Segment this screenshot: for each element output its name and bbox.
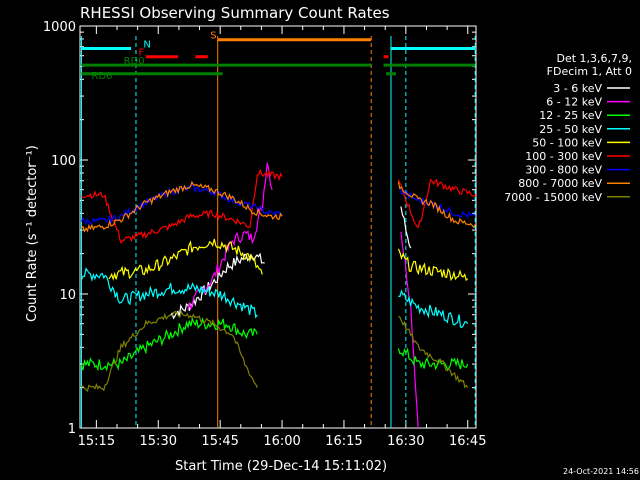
x-tick-label: 16:30 [387,434,424,449]
legend-entry-label: 12 - 25 keV [539,109,602,122]
series-line-6 [80,184,283,226]
series-line-0 [400,206,412,249]
x-axis-label: Start Time (29-Dec-14 15:11:02) [175,459,387,474]
x-tick-label: 16:00 [263,434,300,449]
series-line-8 [398,315,469,389]
series-line-3 [398,289,469,329]
series-line-4 [108,238,263,281]
series-line-7 [397,181,476,229]
flag-label-n: N [143,39,150,50]
x-tick-label: 15:30 [140,434,177,449]
flag-label-rd6: RD6 [91,71,112,82]
series-line-2 [80,316,258,372]
series-line-3 [80,267,258,319]
series-line-5 [397,178,476,229]
footer-timestamp: 24-Oct-2021 14:56 [563,467,639,476]
x-tick-label: 16:15 [325,434,362,449]
legend-entry-label: 6 - 12 keV [546,96,602,109]
legend-entry-label: 300 - 800 keV [525,164,602,177]
series-line-4 [397,248,469,282]
y-tick-label: 10 [59,288,76,303]
series-line-7 [81,180,283,233]
plot-area: 1 10 100 1000 15:15 15:30 15:45 16:00 16:15 16:30… [43,20,487,449]
legend-entry-label: 7000 - 15000 keV [504,191,602,204]
y-tick-label: 100 [51,154,76,169]
legend-header-line: FDecim 1, Att 0 [547,65,632,78]
chart-title: RHESSI Observing Summary Count Rates [80,4,390,22]
series-line-2 [397,347,469,371]
series-line-0 [170,252,265,320]
flag-label-s: S [210,31,216,42]
legend-header-line: Det 1,3,6,7,9, [556,52,632,65]
series-line-8 [81,309,258,393]
y-axis-label: Count Rate (s⁻¹ detector⁻¹) [25,145,40,322]
legend: Det 1,3,6,7,9,FDecim 1, Att 0 3 - 6 keV6 … [504,52,632,204]
legend-entry-label: 100 - 300 keV [525,150,602,163]
plot-frame [79,25,477,429]
legend-entry-label: 50 - 100 keV [532,136,602,149]
x-tick-label: 15:15 [78,434,115,449]
flag-label-rd0: RD0 [124,56,145,67]
legend-entry-label: 3 - 6 keV [553,82,602,95]
legend-entry-label: 800 - 7000 keV [518,177,602,190]
flag-label-f: F [138,48,144,59]
y-tick-label: 1 [68,422,76,437]
legend-entry-label: 25 - 50 keV [539,123,602,136]
x-tick-label: 15:45 [201,434,238,449]
y-tick-label: 1000 [43,20,76,35]
x-tick-label: 16:45 [449,434,486,449]
